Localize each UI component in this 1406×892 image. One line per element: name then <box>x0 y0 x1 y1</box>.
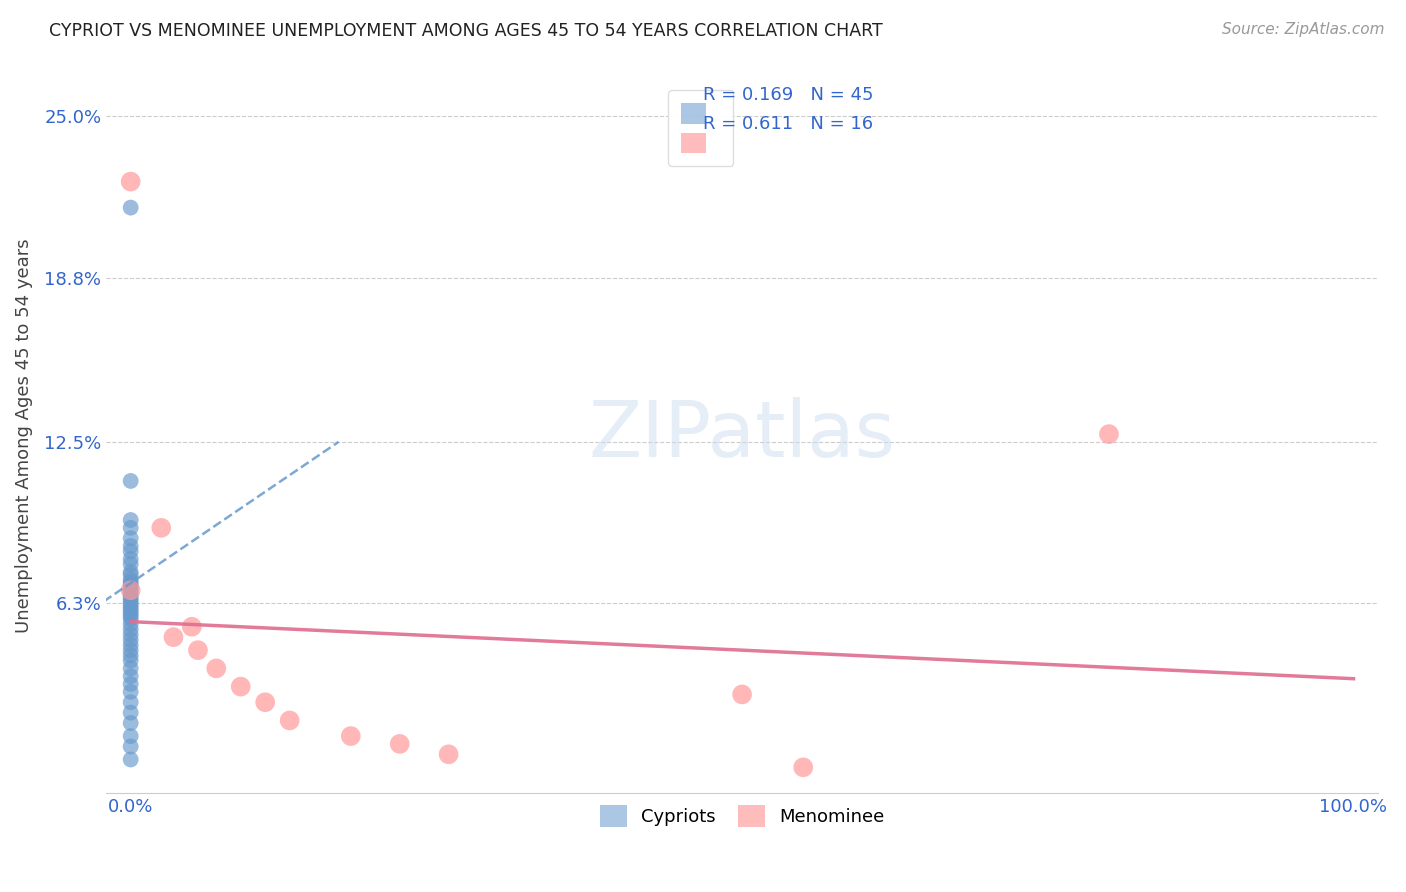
Point <box>120 544 142 558</box>
Point <box>120 583 142 598</box>
Point <box>180 620 202 634</box>
Point <box>120 617 142 632</box>
Point <box>120 677 142 691</box>
Point <box>120 643 142 657</box>
Text: Source: ZipAtlas.com: Source: ZipAtlas.com <box>1222 22 1385 37</box>
Point <box>120 558 142 572</box>
Text: R = 0.169   N = 45: R = 0.169 N = 45 <box>703 87 873 104</box>
Point <box>120 739 142 754</box>
Point <box>278 714 301 728</box>
Point <box>205 661 228 675</box>
Point <box>150 521 173 535</box>
Point <box>120 575 142 590</box>
Legend: Cypriots, Menominee: Cypriots, Menominee <box>592 798 891 834</box>
Point <box>792 760 814 774</box>
Point <box>120 567 142 582</box>
Point <box>120 601 142 615</box>
Point <box>120 632 142 647</box>
Point <box>120 607 142 621</box>
Point <box>120 586 142 600</box>
Point <box>1098 427 1121 442</box>
Point <box>120 609 142 624</box>
Text: R = 0.611   N = 16: R = 0.611 N = 16 <box>703 115 873 133</box>
Point <box>120 612 142 626</box>
Point <box>388 737 411 751</box>
Point <box>120 596 142 610</box>
Text: CYPRIOT VS MENOMINEE UNEMPLOYMENT AMONG AGES 45 TO 54 YEARS CORRELATION CHART: CYPRIOT VS MENOMINEE UNEMPLOYMENT AMONG … <box>49 22 883 40</box>
Point <box>437 747 460 762</box>
Point <box>120 578 142 592</box>
Point <box>120 573 142 587</box>
Point <box>120 661 142 675</box>
Text: ZIPatlas: ZIPatlas <box>589 398 896 474</box>
Point <box>120 565 142 579</box>
Point <box>120 604 142 618</box>
Point <box>120 716 142 731</box>
Point <box>120 648 142 663</box>
Point <box>120 638 142 652</box>
Point <box>120 627 142 641</box>
Point <box>120 593 142 607</box>
Point <box>120 599 142 613</box>
Point <box>120 521 142 535</box>
Point <box>120 654 142 668</box>
Point <box>120 513 142 527</box>
Point <box>120 581 142 595</box>
Point <box>162 630 184 644</box>
Point <box>120 623 142 637</box>
Point <box>254 695 277 709</box>
Point <box>120 552 142 566</box>
Point <box>120 474 142 488</box>
Point <box>339 729 361 743</box>
Point <box>187 643 209 657</box>
Point <box>120 583 142 598</box>
Point <box>120 539 142 553</box>
Point <box>229 680 252 694</box>
Point <box>120 175 142 189</box>
Point <box>120 201 142 215</box>
Point <box>120 589 142 603</box>
Point <box>731 688 754 702</box>
Point <box>120 706 142 720</box>
Point <box>120 695 142 709</box>
Y-axis label: Unemployment Among Ages 45 to 54 years: Unemployment Among Ages 45 to 54 years <box>15 238 32 632</box>
Point <box>120 685 142 699</box>
Point <box>120 591 142 606</box>
Point <box>120 531 142 545</box>
Point <box>120 729 142 743</box>
Point <box>120 752 142 766</box>
Point <box>120 669 142 683</box>
